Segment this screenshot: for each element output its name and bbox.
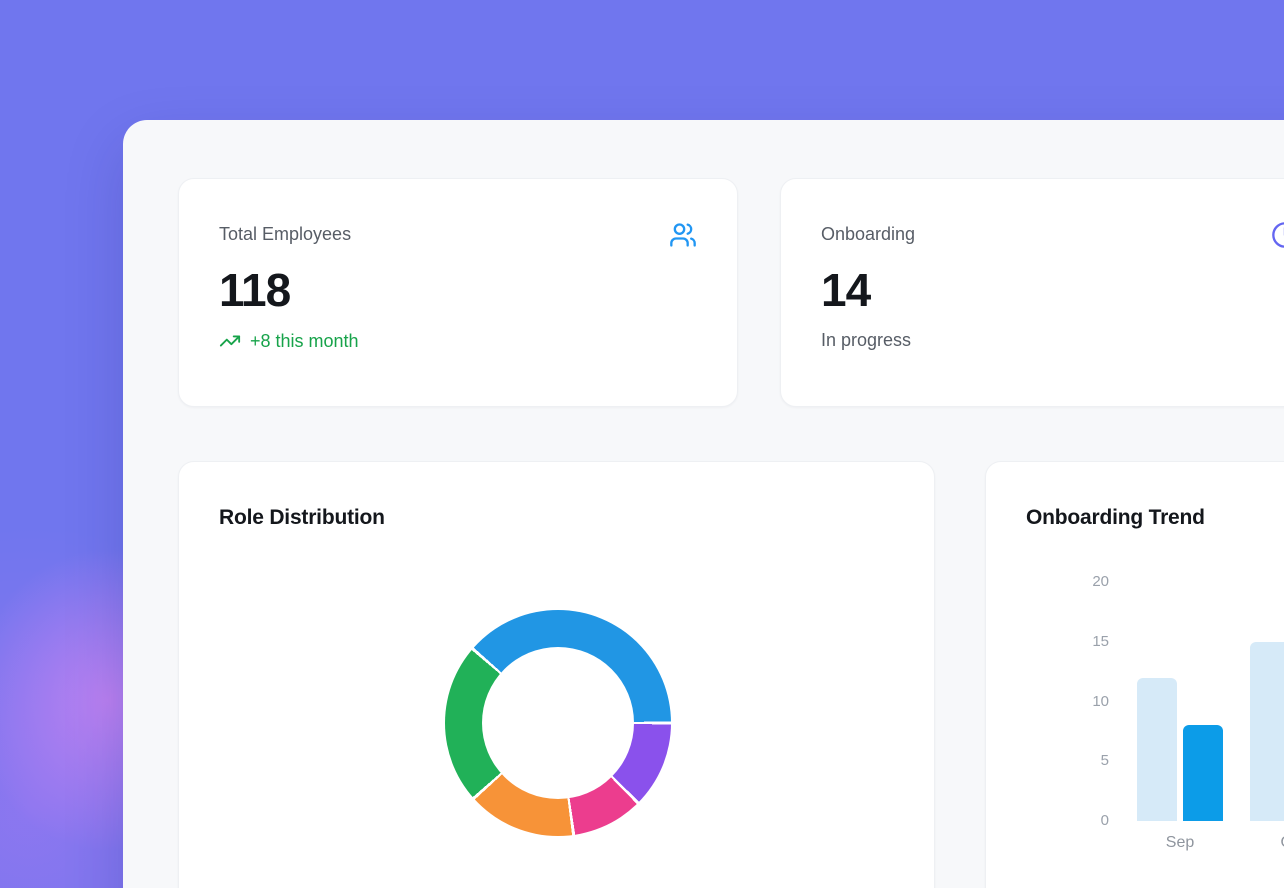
chart-title: Role Distribution	[219, 506, 385, 529]
stat-card-header: Total Employees	[219, 221, 697, 249]
bar-dark-blue-series-Sep	[1183, 725, 1223, 821]
stat-card-onboarding: Onboarding 14 In progress	[780, 178, 1284, 407]
clock-icon	[1271, 221, 1284, 249]
y-tick-label: 5	[1100, 752, 1109, 770]
x-category-label: Sep	[1165, 834, 1195, 851]
y-tick-label: 10	[1092, 692, 1109, 710]
y-tick-label: 20	[1092, 573, 1109, 590]
bar-light-blue-series-Sep	[1137, 677, 1177, 821]
stat-subtext: In progress	[821, 330, 912, 350]
trending-up-icon	[219, 335, 241, 347]
users-icon	[669, 221, 697, 249]
stat-value: 118	[219, 264, 291, 316]
stat-label: Total Employees	[219, 224, 352, 244]
chart-card-role-distribution: Role Distribution	[178, 461, 935, 888]
x-category-label: Oct	[1250, 834, 1284, 852]
chart-card-onboarding-trend: Onboarding Trend 20 15 10 5 0 Sep Oct	[985, 461, 1284, 888]
stat-delta: +8 this month	[219, 330, 697, 352]
chart-title: Onboarding Trend	[1026, 506, 1205, 529]
dashboard-panel: Total Employees 118 +8 this month	[123, 120, 1284, 888]
role-distribution-donut-chart	[445, 610, 671, 836]
stat-value: 14	[821, 264, 871, 316]
stat-label: Onboarding	[821, 224, 916, 244]
y-tick-label: 0	[1100, 812, 1109, 829]
stat-delta-text: +8 this month	[250, 330, 359, 351]
stat-card-header: Onboarding	[821, 221, 1284, 249]
stat-card-total-employees: Total Employees 118 +8 this month	[178, 178, 738, 407]
onboarding-trend-bar-chart: 20 15 10 5 0 Sep Oct	[986, 462, 1284, 888]
bar-light-blue-series-Oct	[1250, 641, 1284, 821]
y-tick-label: 15	[1092, 632, 1109, 650]
